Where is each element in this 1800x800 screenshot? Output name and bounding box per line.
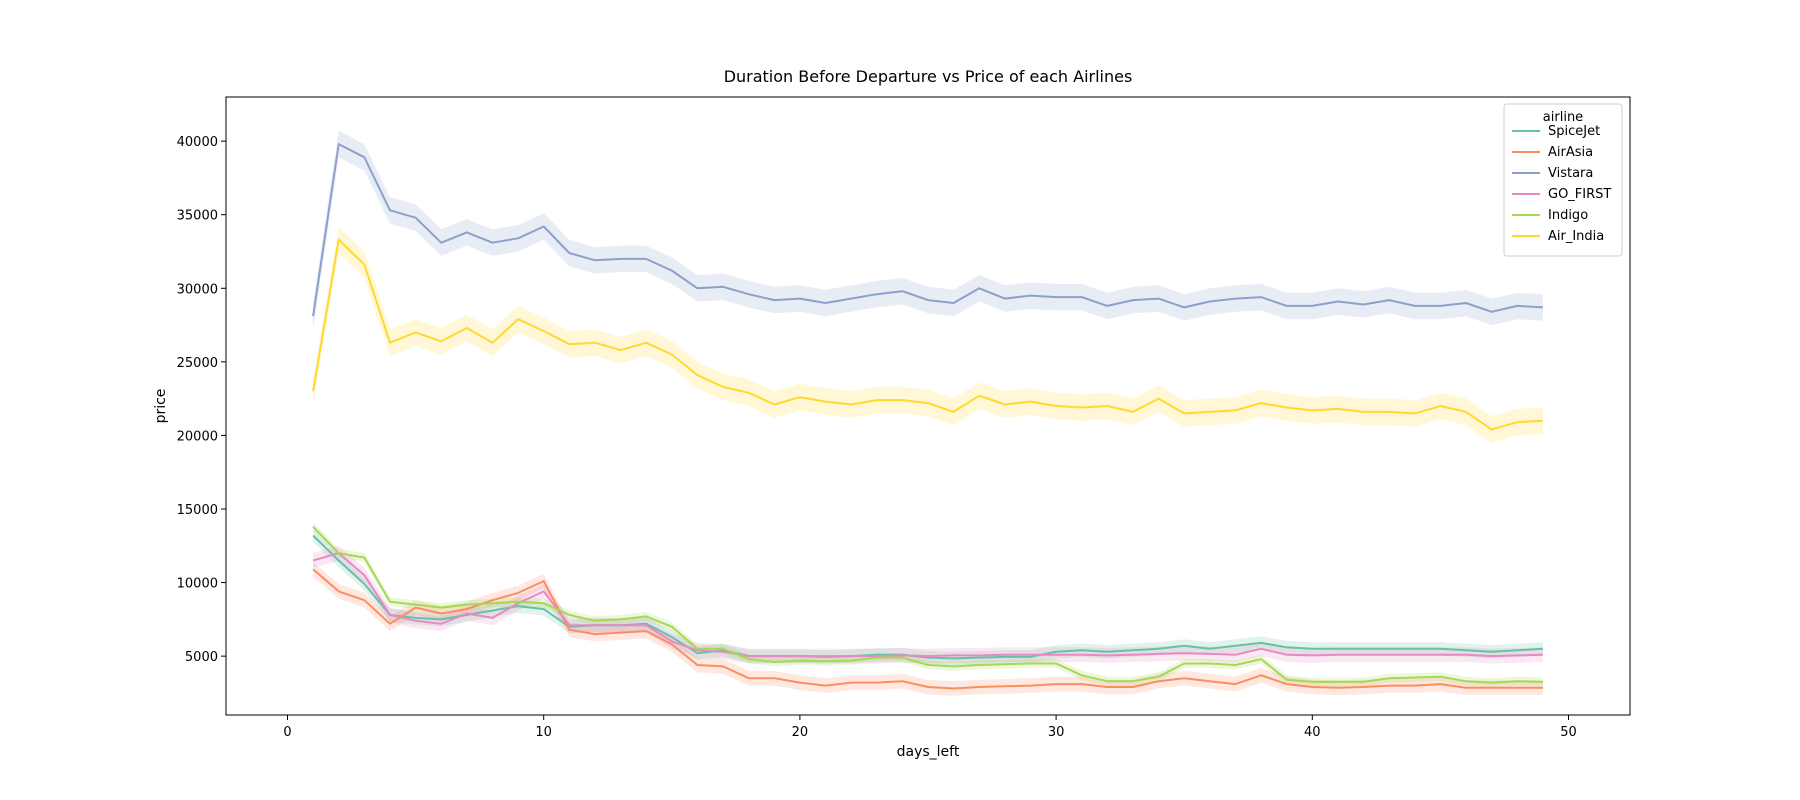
- legend-label-indigo: Indigo: [1548, 208, 1588, 223]
- legend-label-go-first: GO_FIRST: [1548, 187, 1611, 202]
- plot-frame: [225, 96, 1631, 716]
- legend-label-air-india: Air_India: [1548, 229, 1604, 244]
- line-spicejet: [312, 534, 1543, 660]
- x-tick-label: 10: [535, 725, 552, 740]
- y-tick-label: 30000: [177, 282, 218, 297]
- x-tick-label: 50: [1560, 725, 1577, 740]
- x-tick-label: 20: [792, 725, 809, 740]
- legend-label-vistara: Vistara: [1548, 166, 1593, 181]
- y-axis: 5000 10000 15000 20000 25000 30000 35000 40000: [177, 135, 226, 665]
- y-axis-label: price: [153, 389, 169, 424]
- y-tick-label: 40000: [177, 135, 218, 150]
- chart-title: Duration Before Departure vs Price of ea…: [724, 67, 1133, 86]
- line-airasia: [312, 568, 1543, 690]
- line-vistara: [312, 143, 1543, 317]
- band-airasia: [313, 562, 1543, 696]
- x-axis: 0 10 20 30 40 50: [283, 715, 1577, 740]
- y-tick-label: 35000: [177, 209, 218, 224]
- series-lines: [312, 143, 1543, 690]
- x-tick-label: 30: [1048, 725, 1065, 740]
- line-go-first: [312, 552, 1543, 658]
- legend-box: [1503, 103, 1623, 257]
- x-axis-label: days_left: [897, 744, 960, 760]
- y-tick-label: 15000: [177, 503, 218, 518]
- legend-title: airline: [1543, 110, 1583, 125]
- x-tick-label: 0: [283, 725, 291, 740]
- band-air-india: [313, 226, 1543, 443]
- legend: airline SpiceJet AirAsia Vistara GO_FIRST In…: [1503, 103, 1623, 257]
- y-tick-label: 10000: [177, 577, 218, 592]
- confidence-bands: [313, 130, 1543, 696]
- band-spicejet: [313, 528, 1543, 665]
- line-indigo: [312, 526, 1543, 684]
- legend-label-spicejet: SpiceJet: [1548, 124, 1600, 139]
- line-air-india: [312, 238, 1543, 431]
- legend-label-airasia: AirAsia: [1548, 145, 1593, 160]
- x-tick-label: 40: [1304, 725, 1321, 740]
- band-vistara: [313, 130, 1543, 330]
- y-tick-label: 5000: [185, 650, 218, 665]
- y-tick-label: 20000: [177, 429, 218, 444]
- band-go-first: [313, 545, 1543, 664]
- y-tick-label: 25000: [177, 356, 218, 371]
